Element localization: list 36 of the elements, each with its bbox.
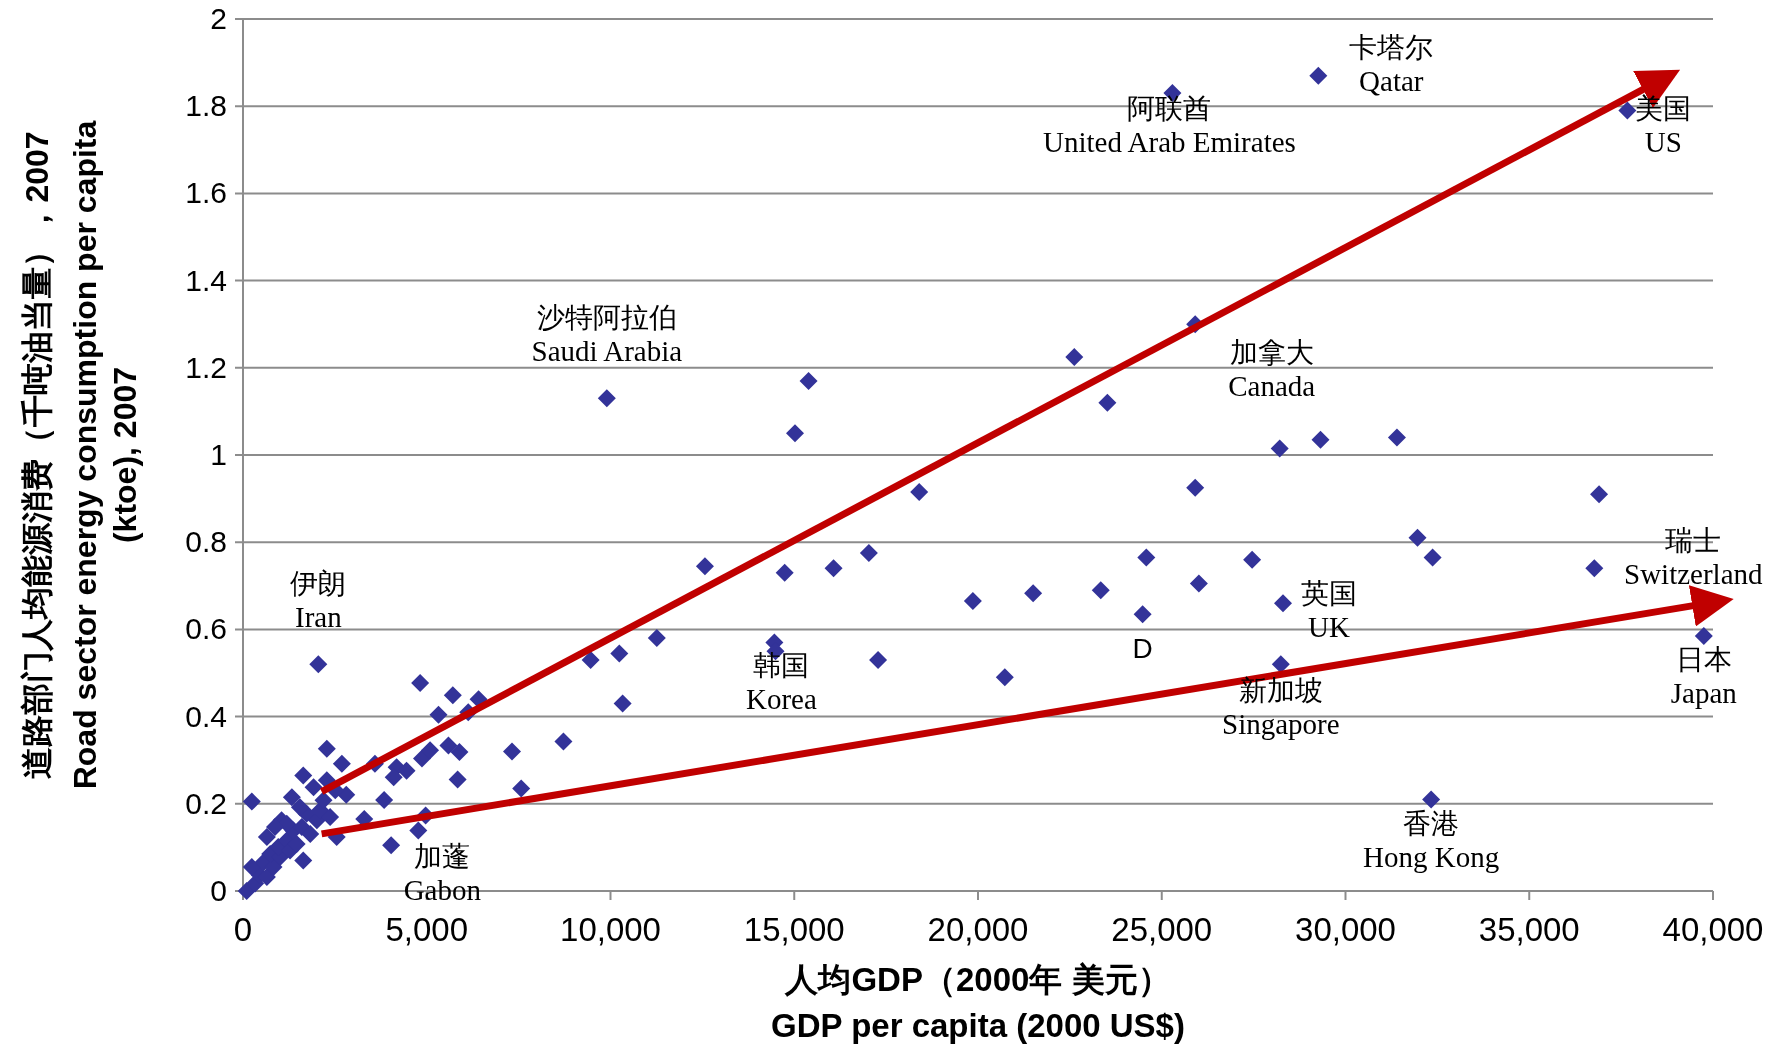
x-axis-title: 人均GDP（2000年 美元） GDP per capita (2000 US$) [771, 961, 1185, 1044]
y-tick-label: 0.2 [185, 786, 227, 820]
annotation: 新加坡 Singapore [1222, 675, 1340, 741]
annotation: 加拿大 Canada [1228, 337, 1316, 403]
y-tick-label: 1.2 [185, 350, 227, 384]
annotation: 日本 Japan [1670, 643, 1738, 709]
y-tick-label: 1.6 [185, 176, 227, 210]
annotation: 卡塔尔 Qatar [1349, 31, 1434, 97]
annotation: 瑞士 Switzerland [1624, 525, 1764, 591]
annotation: 沙特阿拉伯 Saudi Arabia [531, 302, 683, 368]
y-tick-label: 1.8 [185, 89, 227, 123]
x-tick-label: 15,000 [743, 911, 845, 948]
x-tick-label: 35,000 [1478, 911, 1580, 948]
annotation: 美国 US [1635, 92, 1692, 158]
annotation: 香港 Hong Kong [1363, 808, 1500, 874]
y-tick-label: 0 [210, 874, 227, 907]
x-tick-label: 0 [233, 911, 253, 948]
x-tick-label: 20,000 [927, 911, 1029, 948]
x-tick-label: 25,000 [1111, 911, 1213, 948]
y-tick-label: 1.4 [185, 263, 227, 297]
annotation: 加蓬 Gabon [403, 841, 482, 907]
x-tick-label: 40,000 [1662, 911, 1764, 948]
x-tick-label: 5,000 [385, 911, 469, 948]
x-tick-label: 30,000 [1295, 911, 1396, 948]
annotation: 韩国 Korea [745, 650, 817, 716]
y-tick-label: 0.6 [185, 612, 227, 646]
y-axis-title: 道路部门人均能源消费（千吨油当量），2007 Road sector energy consumption per capita (ktoe), 2007 [19, 120, 143, 790]
x-tick-label: 10,000 [560, 911, 661, 948]
annotation: 阿联酋 United Arab Emirates [1042, 93, 1296, 159]
annotation: D [1132, 633, 1153, 665]
y-tick-label: 0.8 [185, 525, 227, 559]
annotation: 伊朗 Iran [290, 568, 347, 634]
y-tick-label: 2 [210, 2, 227, 35]
y-tick-label: 0.4 [185, 699, 227, 733]
annotation: 英国 UK [1301, 578, 1358, 644]
y-tick-label: 1 [210, 438, 227, 471]
